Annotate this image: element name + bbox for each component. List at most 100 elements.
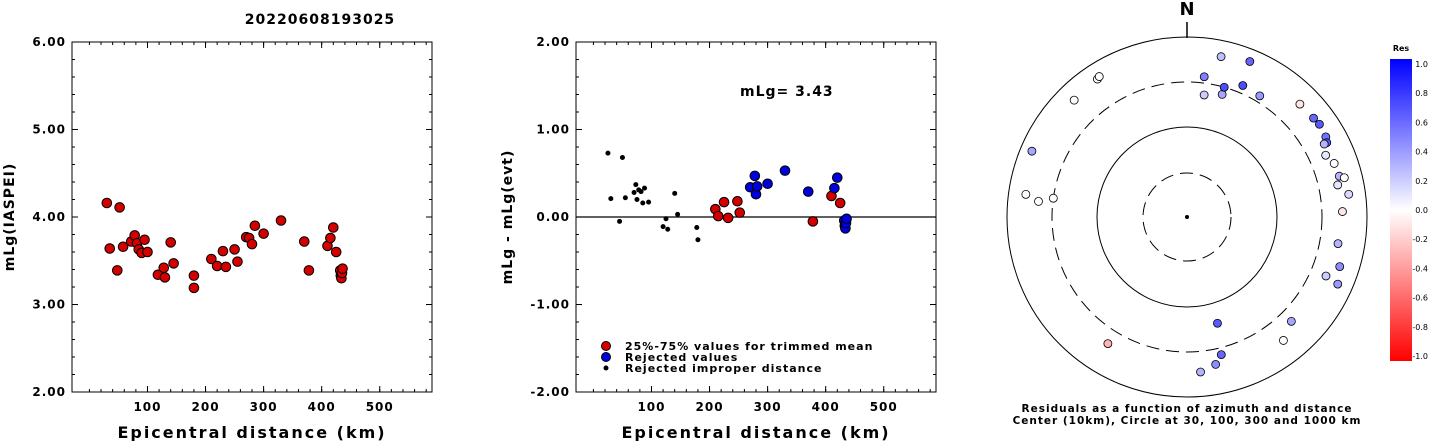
data-point [206, 253, 217, 265]
data-point [751, 181, 763, 192]
data-point [117, 241, 129, 253]
figure-title: 20220608193025 [245, 12, 395, 28]
legend: 25%-75% values for trimmed mean Rejected … [601, 340, 873, 375]
y-tick-label: 2.00 [536, 35, 570, 49]
station-point [1255, 91, 1265, 101]
data-point [188, 270, 200, 281]
legend-marker [601, 352, 611, 362]
data-point [325, 232, 336, 244]
station-point [1217, 90, 1227, 99]
data-point [232, 256, 243, 267]
station-point [1295, 99, 1305, 109]
data-point [665, 226, 671, 232]
legend-label: 25%-75% values for trimmed mean [625, 340, 873, 353]
data-point [663, 216, 669, 222]
azimuth-residual-panel: N Residuals as a function of azimuth and… [1006, 0, 1428, 427]
station-point [1216, 52, 1226, 62]
data-point [749, 170, 761, 182]
data-point [834, 197, 846, 209]
data-point [229, 244, 240, 255]
data-point [142, 246, 153, 258]
data-point [617, 218, 623, 224]
data-point [114, 202, 125, 213]
north-label: N [1179, 0, 1194, 20]
data-point [619, 155, 625, 160]
y-tick-label: 2.00 [32, 385, 66, 399]
data-point [718, 196, 730, 208]
data-point [246, 238, 258, 250]
station-point [1048, 193, 1058, 203]
station-point [1245, 57, 1255, 66]
data-point [111, 265, 123, 276]
y-tick-label: 6.00 [32, 35, 66, 49]
data-point [694, 225, 700, 230]
x-tick-label: 400 [308, 400, 336, 414]
legend-marker [601, 341, 611, 351]
residual-vs-distance-panel: 100 200 300 400 500 -2.00 -1.00 0.00 1.00 2.00 mL… [500, 35, 937, 441]
y-tick-label: 4.00 [32, 210, 66, 224]
data-points [101, 197, 348, 294]
station-point [1333, 239, 1343, 249]
station-point [1034, 196, 1043, 206]
data-point [327, 222, 339, 233]
station-point [1216, 350, 1226, 360]
colorbar-tick-label: 0.0 [1415, 206, 1428, 215]
x-tick-label: 100 [637, 400, 665, 414]
data-points [605, 150, 852, 243]
ring-1000km [1006, 36, 1368, 398]
station-point [1333, 279, 1343, 289]
data-point [220, 261, 232, 273]
station-point [1315, 119, 1324, 129]
station-point [1309, 113, 1318, 123]
plot-frame [71, 41, 433, 393]
data-point [732, 195, 743, 207]
magnitude-vs-distance-panel: 100 200 300 400 500 2.00 3.00 4.00 5.00 6.00 Epic… [2, 35, 433, 441]
data-point [633, 182, 639, 188]
y-tick-label: -2.00 [530, 385, 570, 399]
data-point [101, 197, 113, 209]
data-point [165, 237, 177, 248]
x-tick-label: 200 [192, 400, 220, 414]
station-point [1338, 207, 1347, 216]
station-point [1339, 173, 1349, 183]
y-tick-label: 3.00 [32, 298, 66, 312]
data-point [712, 210, 724, 222]
data-point [188, 282, 200, 294]
data-point [622, 195, 628, 201]
colorbar-tick-label: -0.6 [1412, 294, 1428, 303]
colorbar-title: Res [1393, 44, 1410, 53]
data-point [802, 186, 814, 197]
station-point [1329, 159, 1339, 168]
station-point [1069, 95, 1079, 105]
station-point [1321, 150, 1331, 160]
legend-marker [603, 365, 609, 371]
colorbar [1390, 59, 1412, 361]
legend-label: Rejected improper distance [625, 362, 822, 375]
data-point [642, 185, 648, 191]
station-point [1213, 318, 1222, 328]
x-tick-label: 400 [812, 400, 840, 414]
colorbar-tick-label: -0.4 [1412, 264, 1428, 273]
station-point [1211, 359, 1221, 369]
data-point [159, 272, 171, 283]
data-point [104, 243, 116, 254]
data-point [695, 237, 701, 243]
data-point [829, 182, 840, 194]
data-point [831, 172, 843, 183]
x-tick-label: 100 [133, 400, 161, 414]
station-point [1094, 72, 1104, 81]
data-point [734, 207, 746, 218]
data-point [275, 215, 287, 226]
station-points [1021, 52, 1354, 377]
x-axis-label: Epicentral distance (km) [117, 423, 386, 441]
colorbar-tick-label: 0.8 [1415, 89, 1428, 98]
data-point [722, 212, 734, 224]
data-point [634, 197, 640, 202]
caption-line-2: Center (10km), Circle at 30, 100, 300 an… [1013, 415, 1362, 427]
data-point [672, 190, 678, 196]
data-point [249, 220, 261, 232]
station-point [1335, 262, 1345, 272]
y-axis-label: mLg - mLg(evt) [500, 150, 516, 285]
y-axis-label: mLg(IASPEI) [2, 163, 18, 272]
y-tick-label: -1.00 [530, 298, 570, 312]
